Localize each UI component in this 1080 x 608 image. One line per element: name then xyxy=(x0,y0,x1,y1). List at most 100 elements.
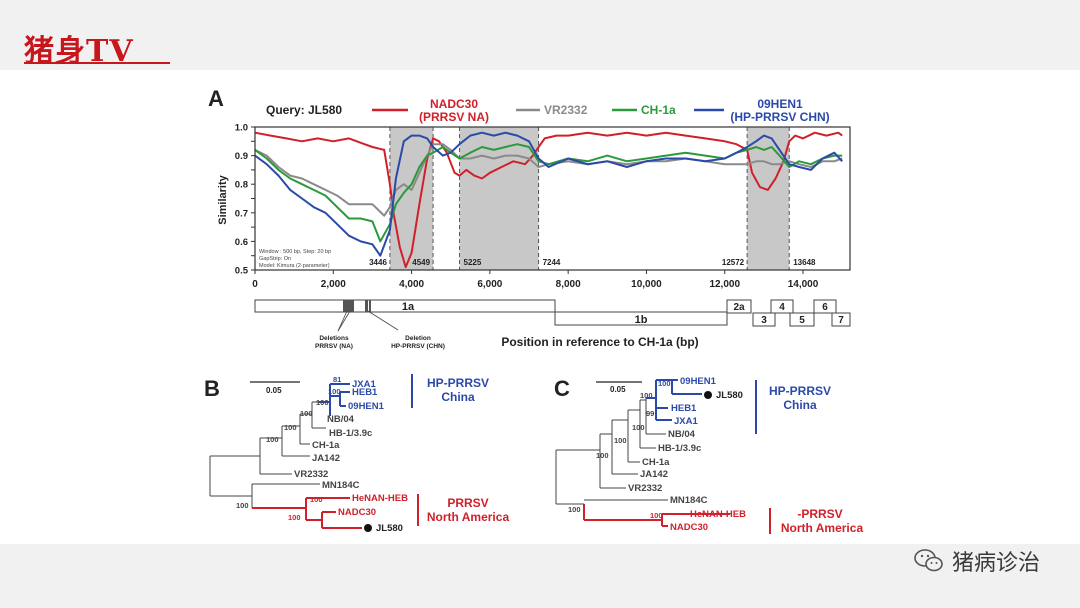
wechat-account-name: 猪病诊治 xyxy=(951,551,1040,576)
panel-a: A Query: JL580 NADC30 (PRRSV NA) VR2332 … xyxy=(208,86,851,350)
panel-b-taxon-jxa1: JXA1 xyxy=(352,379,376,390)
y-tick-label-10: 1.0 xyxy=(235,123,248,134)
gene-box-7 xyxy=(831,312,851,327)
settings-line-1: Window : 500 bp, Step: 20 bp xyxy=(259,249,331,255)
panel-c-bs-5: 100 xyxy=(596,451,609,460)
x-axis-title: Position in reference to CH-1a (bp) xyxy=(501,335,698,349)
gene-label-4: 4 xyxy=(779,302,785,313)
panel-c-hp-title: HP-PRRSV xyxy=(769,384,831,398)
panel-b-taxon-nb04: NB/04 xyxy=(327,414,355,425)
series-line-vr2332 xyxy=(254,143,843,217)
gene-label-6: 6 xyxy=(822,302,828,313)
deletion-chn-title: Deletion xyxy=(405,335,431,342)
panel-b-na-sub: North America xyxy=(427,510,510,524)
panel-b-taxon-jl580: JL580 xyxy=(376,523,403,534)
panel-b-bs-7: 100 xyxy=(288,513,301,522)
panel-b: B 0.05 JXA1 HEB1 09HEN1 NB/04 HB-1/3.9c … xyxy=(204,374,509,534)
legend-label-ch1a: CH-1a xyxy=(641,103,676,117)
panel-c-hp-branches xyxy=(646,379,702,421)
region-label-1: 4549 xyxy=(412,258,430,267)
gene-box-2a xyxy=(726,299,752,314)
panel-c-na-title: -PRRSV xyxy=(797,507,842,521)
pointer-na-1 xyxy=(337,310,348,332)
panel-c-taxon-ch1a: CH-1a xyxy=(642,457,670,468)
shaded-regions xyxy=(389,127,790,270)
region-label-5: 13648 xyxy=(793,258,816,267)
region-position-labels: 3446 4549 5225 7244 12572 13648 xyxy=(369,258,816,267)
region-label-3: 7244 xyxy=(543,258,561,267)
panel-a-label: A xyxy=(208,86,224,111)
y-tick-label-6: 0.8 xyxy=(235,180,248,191)
wechat-icon xyxy=(914,549,943,572)
panel-c-bs-4: 100 xyxy=(614,436,627,445)
panel-b-hp-branches xyxy=(318,383,350,416)
panel-c-scale-label: 0.05 xyxy=(610,385,626,394)
x-tick-label-5: 10,000 xyxy=(631,279,662,290)
panel-b-na-title: PRRSV xyxy=(447,496,488,510)
gene-box-3 xyxy=(752,312,776,327)
panel-c-bootstrap: 100 100 99 100 100 100 100 100 xyxy=(568,379,671,520)
panel-c-bs-0: 100 xyxy=(658,379,671,388)
x-tick-label-1: 2,000 xyxy=(321,279,346,290)
panel-b-bs-8: 100 xyxy=(310,495,323,504)
figure-slide: A Query: JL580 NADC30 (PRRSV NA) VR2332 … xyxy=(0,70,1080,544)
gene-label-1b: 1b xyxy=(635,314,648,326)
region-label-2: 5225 xyxy=(464,258,482,267)
panel-b-bootstrap: 81 100 100 100 100 100 100 100 100 xyxy=(236,375,341,522)
deletion-chn-sub: HP-PRRSV (CHN) xyxy=(391,343,445,350)
panel-c-na-sub: North America xyxy=(781,521,864,535)
gene-label-1a: 1a xyxy=(402,301,415,313)
panel-b-taxon-ja142: JA142 xyxy=(312,453,340,464)
panel-b-jl580-marker xyxy=(364,524,372,532)
y-tick-label-2: 0.6 xyxy=(235,237,248,248)
settings-line-3: Model: Kimura (2-parameter) xyxy=(259,263,330,269)
panel-c-bs-3: 100 xyxy=(632,423,645,432)
shaded-region-2 xyxy=(747,127,790,270)
panel-c-bs-6: 100 xyxy=(568,505,581,514)
gene-box-1b xyxy=(554,311,728,326)
gene-box-1a xyxy=(254,299,556,313)
deletion-block-na xyxy=(343,300,354,312)
gene-box-4 xyxy=(770,299,794,314)
panel-c-bs-7: 100 xyxy=(650,511,663,520)
panel-c-taxon-ja142: JA142 xyxy=(640,469,668,480)
panel-b-taxon-ch1a: CH-1a xyxy=(312,440,340,451)
panel-c-taxon-hb1: HB-1/3.9c xyxy=(658,443,701,454)
gene-label-3: 3 xyxy=(761,315,767,326)
deletion-na-sub: PRRSV (NA) xyxy=(315,343,353,350)
deletion-na-title: Deletions xyxy=(319,335,349,342)
panel-c-bs-2: 99 xyxy=(646,409,654,418)
panel-b-bs-2: 100 xyxy=(316,398,329,407)
panel-c-taxon-nb04: NB/04 xyxy=(668,429,696,440)
panel-b-hp-title: HP-PRRSV xyxy=(427,376,489,390)
wechat-account[interactable]: 猪病诊治 xyxy=(914,545,1040,577)
panel-c-jl580-marker xyxy=(704,391,712,399)
panel-c-na-branches xyxy=(583,504,730,527)
series-line-09hen1 xyxy=(254,131,843,257)
panel-b-taxon-vr2332: VR2332 xyxy=(294,469,328,480)
y-tick-label-4: 0.7 xyxy=(235,208,248,219)
panel-c-hp-sub: China xyxy=(783,398,817,412)
gene-label-2a: 2a xyxy=(733,302,745,313)
logo-underline xyxy=(24,62,170,64)
y-tick-label-0: 0.5 xyxy=(235,266,249,277)
panel-c-taxon-jl580: JL580 xyxy=(716,390,743,401)
legend-sub-nadc30: (PRRSV NA) xyxy=(419,110,489,124)
panel-b-black-branches xyxy=(209,401,326,508)
region-label-4: 12572 xyxy=(722,258,745,267)
legend-label-nadc30: NADC30 xyxy=(430,97,478,111)
panel-b-label: B xyxy=(204,376,220,401)
gene-label-7: 7 xyxy=(838,315,844,326)
panel-b-taxon-heb1: HEB1 xyxy=(352,387,378,398)
query-label: Query: JL580 xyxy=(266,103,342,117)
panel-b-bs-5: 100 xyxy=(266,435,279,444)
panel-b-taxon-09hen1: 09HEN1 xyxy=(348,401,385,412)
pointer-na-2 xyxy=(337,310,351,332)
figure-svg: A Query: JL580 NADC30 (PRRSV NA) VR2332 … xyxy=(204,86,864,535)
genome-map: 1a 1b 2a 3 4 5 6 7 xyxy=(254,299,851,350)
panel-c-taxon-vr2332: VR2332 xyxy=(628,483,662,494)
panel-b-scale-label: 0.05 xyxy=(266,386,282,395)
gene-box-5 xyxy=(789,312,815,327)
panel-c-bs-1: 100 xyxy=(640,391,653,400)
